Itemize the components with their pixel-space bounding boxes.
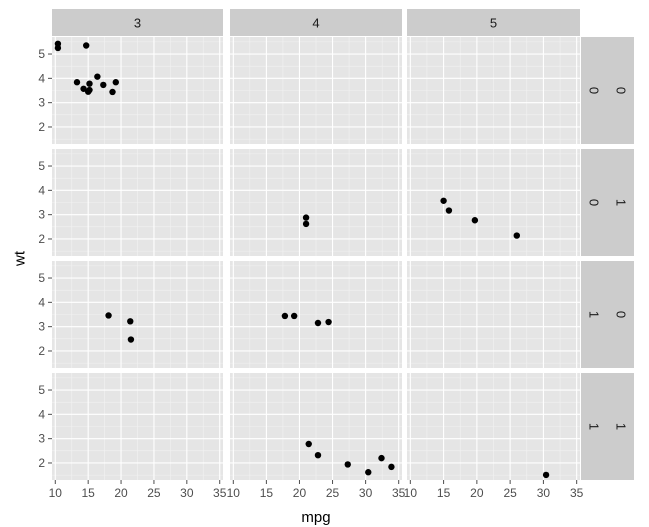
data-point — [112, 79, 119, 86]
y-tick-label: 4 — [38, 71, 45, 85]
data-point — [105, 312, 112, 319]
data-point — [80, 85, 87, 92]
y-tick-label: 5 — [38, 47, 45, 61]
data-point — [54, 44, 62, 52]
row-strip-label: 1 — [587, 311, 602, 318]
x-tick-label: 20 — [470, 486, 484, 500]
x-tick-label: 15 — [260, 486, 274, 500]
row-strip — [581, 37, 634, 144]
column-strip — [407, 9, 580, 36]
row-strip-label: 0 — [587, 199, 602, 206]
row-strip-label: 0 — [614, 311, 629, 318]
row-strip-label: 0 — [614, 87, 629, 94]
x-tick-label: 30 — [180, 486, 194, 500]
data-point — [73, 79, 81, 86]
row-strip-label: 1 — [587, 423, 602, 430]
x-tick-label: 15 — [81, 486, 95, 500]
y-tick-label: 3 — [38, 320, 45, 334]
column-strip-label: 3 — [134, 16, 141, 31]
data-point — [378, 454, 385, 462]
data-point — [281, 312, 289, 320]
x-tick-label: 30 — [537, 486, 551, 500]
data-point — [100, 81, 107, 89]
y-tick-label: 3 — [38, 96, 45, 110]
row-strip — [581, 149, 634, 256]
data-point — [305, 440, 312, 448]
y-axis-title: wt — [12, 250, 29, 267]
data-point — [86, 80, 93, 87]
x-tick-label: 25 — [503, 486, 517, 500]
x-tick-label: 15 — [437, 486, 451, 500]
x-axis-title: mpg — [301, 509, 330, 526]
x-tick-label: 10 — [404, 486, 418, 500]
data-point — [471, 217, 479, 224]
data-point — [290, 312, 298, 320]
y-tick-label: 5 — [38, 159, 45, 173]
row-strip-label: 1 — [614, 423, 629, 430]
y-tick-label: 3 — [38, 432, 45, 446]
data-point — [513, 232, 520, 239]
data-point — [86, 86, 93, 94]
data-point — [344, 461, 351, 468]
data-point — [94, 73, 101, 80]
data-point — [83, 42, 90, 49]
data-point — [445, 207, 453, 214]
x-tick-label: 20 — [293, 486, 307, 500]
x-tick-label: 30 — [359, 486, 373, 500]
row-strip — [581, 373, 634, 480]
column-strip — [52, 9, 223, 36]
y-tick-label: 5 — [38, 271, 45, 285]
column-strip — [230, 9, 402, 36]
y-tick-label: 3 — [38, 208, 45, 222]
data-point — [127, 318, 134, 325]
x-tick-label: 35 — [213, 486, 227, 500]
x-tick-label: 10 — [49, 486, 63, 500]
data-point — [314, 451, 322, 459]
row-strip — [581, 261, 634, 368]
data-point — [542, 471, 550, 479]
column-strip-label: 4 — [312, 16, 319, 31]
y-tick-label: 4 — [38, 407, 45, 421]
data-point — [388, 463, 395, 471]
data-point — [314, 319, 322, 327]
data-point — [127, 336, 135, 343]
row-strip-label: 1 — [614, 199, 629, 206]
y-tick-label: 2 — [38, 344, 45, 358]
y-tick-label: 2 — [38, 456, 45, 470]
x-tick-label: 25 — [147, 486, 161, 500]
y-tick-label: 2 — [38, 120, 45, 134]
column-strip-label: 5 — [490, 16, 497, 31]
data-point — [302, 214, 310, 221]
data-point — [440, 197, 447, 204]
y-tick-label: 4 — [38, 295, 45, 309]
data-point — [109, 88, 116, 96]
data-point — [302, 220, 310, 228]
y-tick-label: 5 — [38, 383, 45, 397]
y-tick-label: 2 — [38, 232, 45, 246]
x-tick-label: 25 — [326, 486, 340, 500]
x-tick-label: 20 — [114, 486, 128, 500]
row-strip-label: 0 — [587, 87, 602, 94]
x-tick-label: 10 — [227, 486, 241, 500]
data-point — [325, 318, 332, 326]
y-tick-label: 4 — [38, 183, 45, 197]
data-point — [365, 469, 372, 476]
x-tick-label: 35 — [392, 486, 406, 500]
x-tick-label: 35 — [570, 486, 584, 500]
